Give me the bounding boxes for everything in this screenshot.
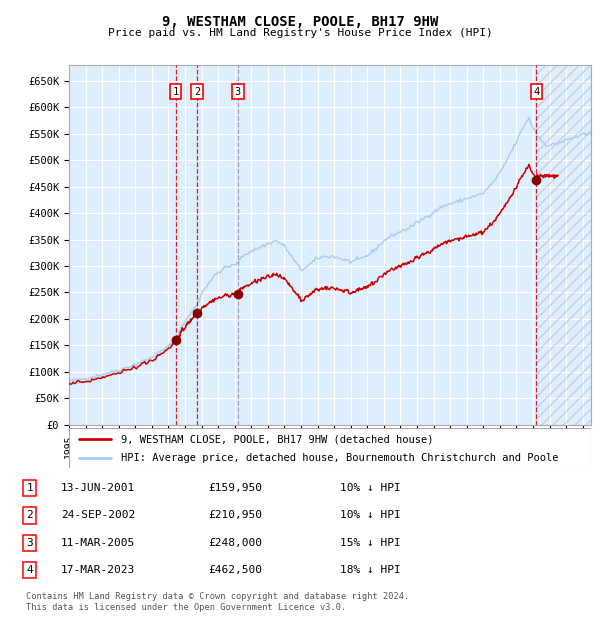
Text: 10% ↓ HPI: 10% ↓ HPI <box>340 510 401 520</box>
Text: 2: 2 <box>194 87 200 97</box>
Text: 17-MAR-2023: 17-MAR-2023 <box>61 565 135 575</box>
Text: 18% ↓ HPI: 18% ↓ HPI <box>340 565 401 575</box>
Text: 4: 4 <box>533 87 539 97</box>
Text: £248,000: £248,000 <box>208 538 262 548</box>
Text: 24-SEP-2002: 24-SEP-2002 <box>61 510 135 520</box>
Text: 3: 3 <box>26 538 33 548</box>
Text: 1: 1 <box>173 87 179 97</box>
Text: 9, WESTHAM CLOSE, POOLE, BH17 9HW (detached house): 9, WESTHAM CLOSE, POOLE, BH17 9HW (detac… <box>121 434 434 444</box>
Text: 1: 1 <box>26 483 33 493</box>
Text: £210,950: £210,950 <box>208 510 262 520</box>
Text: 11-MAR-2005: 11-MAR-2005 <box>61 538 135 548</box>
Text: 10% ↓ HPI: 10% ↓ HPI <box>340 483 401 493</box>
Text: 2: 2 <box>26 510 33 520</box>
Text: £159,950: £159,950 <box>208 483 262 493</box>
Text: 15% ↓ HPI: 15% ↓ HPI <box>340 538 401 548</box>
Text: 13-JUN-2001: 13-JUN-2001 <box>61 483 135 493</box>
Text: 3: 3 <box>235 87 241 97</box>
Text: 9, WESTHAM CLOSE, POOLE, BH17 9HW: 9, WESTHAM CLOSE, POOLE, BH17 9HW <box>162 16 438 30</box>
Text: 4: 4 <box>26 565 33 575</box>
Text: £462,500: £462,500 <box>208 565 262 575</box>
Text: Contains HM Land Registry data © Crown copyright and database right 2024.
This d: Contains HM Land Registry data © Crown c… <box>26 592 410 612</box>
Text: HPI: Average price, detached house, Bournemouth Christchurch and Poole: HPI: Average price, detached house, Bour… <box>121 453 559 463</box>
Text: Price paid vs. HM Land Registry's House Price Index (HPI): Price paid vs. HM Land Registry's House … <box>107 28 493 38</box>
